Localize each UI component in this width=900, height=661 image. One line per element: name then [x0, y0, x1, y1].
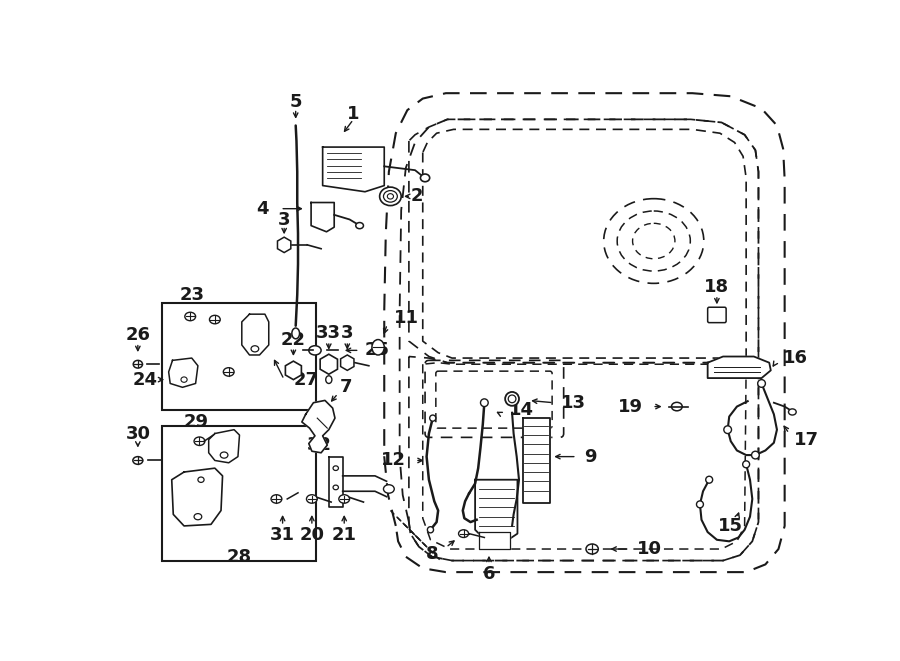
Text: 8: 8	[426, 545, 438, 563]
Ellipse shape	[271, 494, 282, 503]
Ellipse shape	[307, 494, 318, 503]
Polygon shape	[209, 430, 239, 463]
Text: 11: 11	[393, 309, 419, 327]
Text: 14: 14	[509, 401, 534, 420]
Ellipse shape	[380, 187, 401, 206]
Ellipse shape	[383, 190, 397, 202]
Text: 24: 24	[133, 371, 158, 389]
Polygon shape	[322, 147, 384, 192]
Text: 17: 17	[794, 431, 819, 449]
Polygon shape	[172, 468, 222, 526]
Ellipse shape	[697, 501, 704, 508]
Ellipse shape	[251, 346, 258, 352]
Ellipse shape	[309, 346, 321, 355]
Ellipse shape	[181, 377, 187, 382]
Text: 20: 20	[300, 526, 324, 544]
Bar	[163, 426, 317, 561]
Polygon shape	[523, 418, 550, 503]
Ellipse shape	[586, 544, 598, 554]
Ellipse shape	[671, 403, 682, 410]
Text: 16: 16	[783, 349, 808, 367]
Text: 25: 25	[365, 341, 390, 360]
Text: 7: 7	[339, 378, 352, 397]
Text: 1: 1	[347, 105, 360, 123]
Text: 29: 29	[184, 413, 209, 431]
Text: 6: 6	[482, 564, 495, 582]
Ellipse shape	[481, 399, 488, 407]
Polygon shape	[242, 314, 269, 355]
Ellipse shape	[428, 527, 434, 533]
Text: 10: 10	[637, 540, 662, 558]
Ellipse shape	[508, 395, 516, 403]
Ellipse shape	[752, 451, 760, 459]
Text: 13: 13	[562, 394, 587, 412]
Text: 26: 26	[125, 326, 150, 344]
Ellipse shape	[387, 194, 393, 199]
Ellipse shape	[505, 392, 519, 406]
Ellipse shape	[333, 466, 338, 471]
Text: 21: 21	[332, 526, 356, 544]
Polygon shape	[479, 532, 509, 549]
Ellipse shape	[459, 529, 469, 537]
Polygon shape	[168, 358, 198, 387]
Polygon shape	[707, 356, 770, 378]
Ellipse shape	[429, 415, 436, 421]
Ellipse shape	[194, 514, 202, 520]
Text: 3: 3	[278, 212, 291, 229]
Ellipse shape	[758, 379, 765, 387]
Ellipse shape	[194, 437, 205, 446]
Text: 3: 3	[341, 325, 354, 342]
Ellipse shape	[292, 328, 300, 339]
Text: 22: 22	[281, 330, 306, 348]
Ellipse shape	[420, 174, 429, 182]
Ellipse shape	[198, 477, 204, 483]
Ellipse shape	[184, 312, 195, 321]
Ellipse shape	[706, 477, 713, 483]
Ellipse shape	[356, 223, 364, 229]
Text: 2: 2	[411, 187, 424, 206]
Text: 4: 4	[256, 200, 269, 217]
Ellipse shape	[210, 315, 220, 324]
Text: 27: 27	[293, 371, 319, 389]
Ellipse shape	[742, 461, 750, 468]
Ellipse shape	[133, 360, 142, 368]
Ellipse shape	[223, 368, 234, 376]
Ellipse shape	[220, 452, 228, 458]
Text: 19: 19	[618, 397, 643, 416]
Text: 32: 32	[307, 436, 332, 454]
Text: 9: 9	[584, 447, 597, 465]
Text: 33: 33	[316, 325, 341, 342]
Polygon shape	[302, 401, 335, 453]
Text: 31: 31	[270, 526, 295, 544]
Text: 15: 15	[718, 517, 743, 535]
Text: 5: 5	[290, 93, 302, 112]
Ellipse shape	[724, 426, 732, 434]
Polygon shape	[475, 480, 518, 541]
Bar	[163, 303, 317, 410]
Polygon shape	[328, 457, 343, 507]
Ellipse shape	[788, 409, 796, 415]
FancyBboxPatch shape	[707, 307, 726, 323]
Polygon shape	[311, 202, 334, 232]
Ellipse shape	[326, 375, 332, 383]
Text: 28: 28	[227, 548, 252, 566]
Ellipse shape	[133, 457, 143, 464]
Text: 18: 18	[705, 278, 730, 296]
Text: 12: 12	[381, 451, 406, 469]
Ellipse shape	[333, 485, 338, 490]
Text: 30: 30	[125, 424, 150, 442]
Ellipse shape	[338, 494, 349, 503]
Ellipse shape	[383, 485, 394, 493]
Ellipse shape	[372, 340, 384, 355]
Text: 23: 23	[179, 286, 204, 304]
